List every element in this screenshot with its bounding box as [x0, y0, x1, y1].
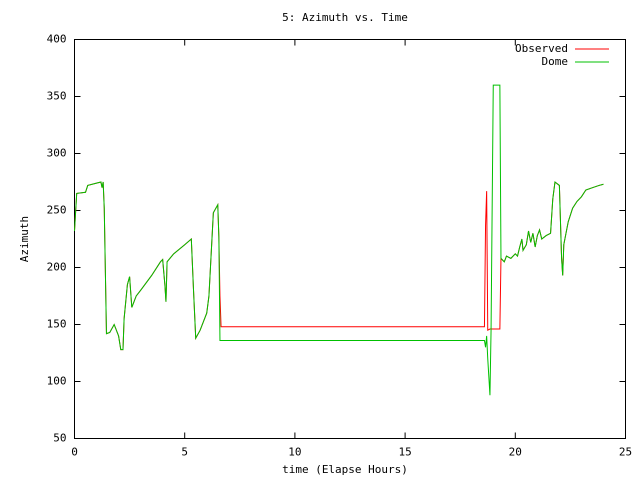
chart-title: 5: Azimuth vs. Time — [282, 11, 408, 24]
y-tick-label: 300 — [47, 147, 67, 160]
x-tick-label: 20 — [509, 446, 522, 459]
y-tick-label: 100 — [47, 375, 67, 388]
legend-label: Observed — [515, 42, 568, 55]
x-tick-label: 15 — [398, 446, 411, 459]
y-tick-label: 350 — [47, 90, 67, 103]
series-line — [74, 84, 604, 396]
y-tick-label: 200 — [47, 261, 67, 274]
plot-frame — [74, 39, 626, 439]
y-tick-label: 250 — [47, 204, 67, 217]
y-tick-label: 400 — [47, 33, 67, 46]
x-tick-label: 0 — [71, 446, 78, 459]
x-tick-label: 25 — [619, 446, 632, 459]
x-axis-label: time (Elapse Hours) — [282, 463, 408, 476]
series-line — [74, 181, 604, 351]
y-axis-label: Azimuth — [18, 216, 31, 262]
x-tick-label: 10 — [288, 446, 301, 459]
y-tick-label: 150 — [47, 318, 67, 331]
legend-label: Dome — [542, 55, 569, 68]
y-tick-label: 50 — [53, 432, 66, 445]
x-tick-label: 5 — [181, 446, 188, 459]
